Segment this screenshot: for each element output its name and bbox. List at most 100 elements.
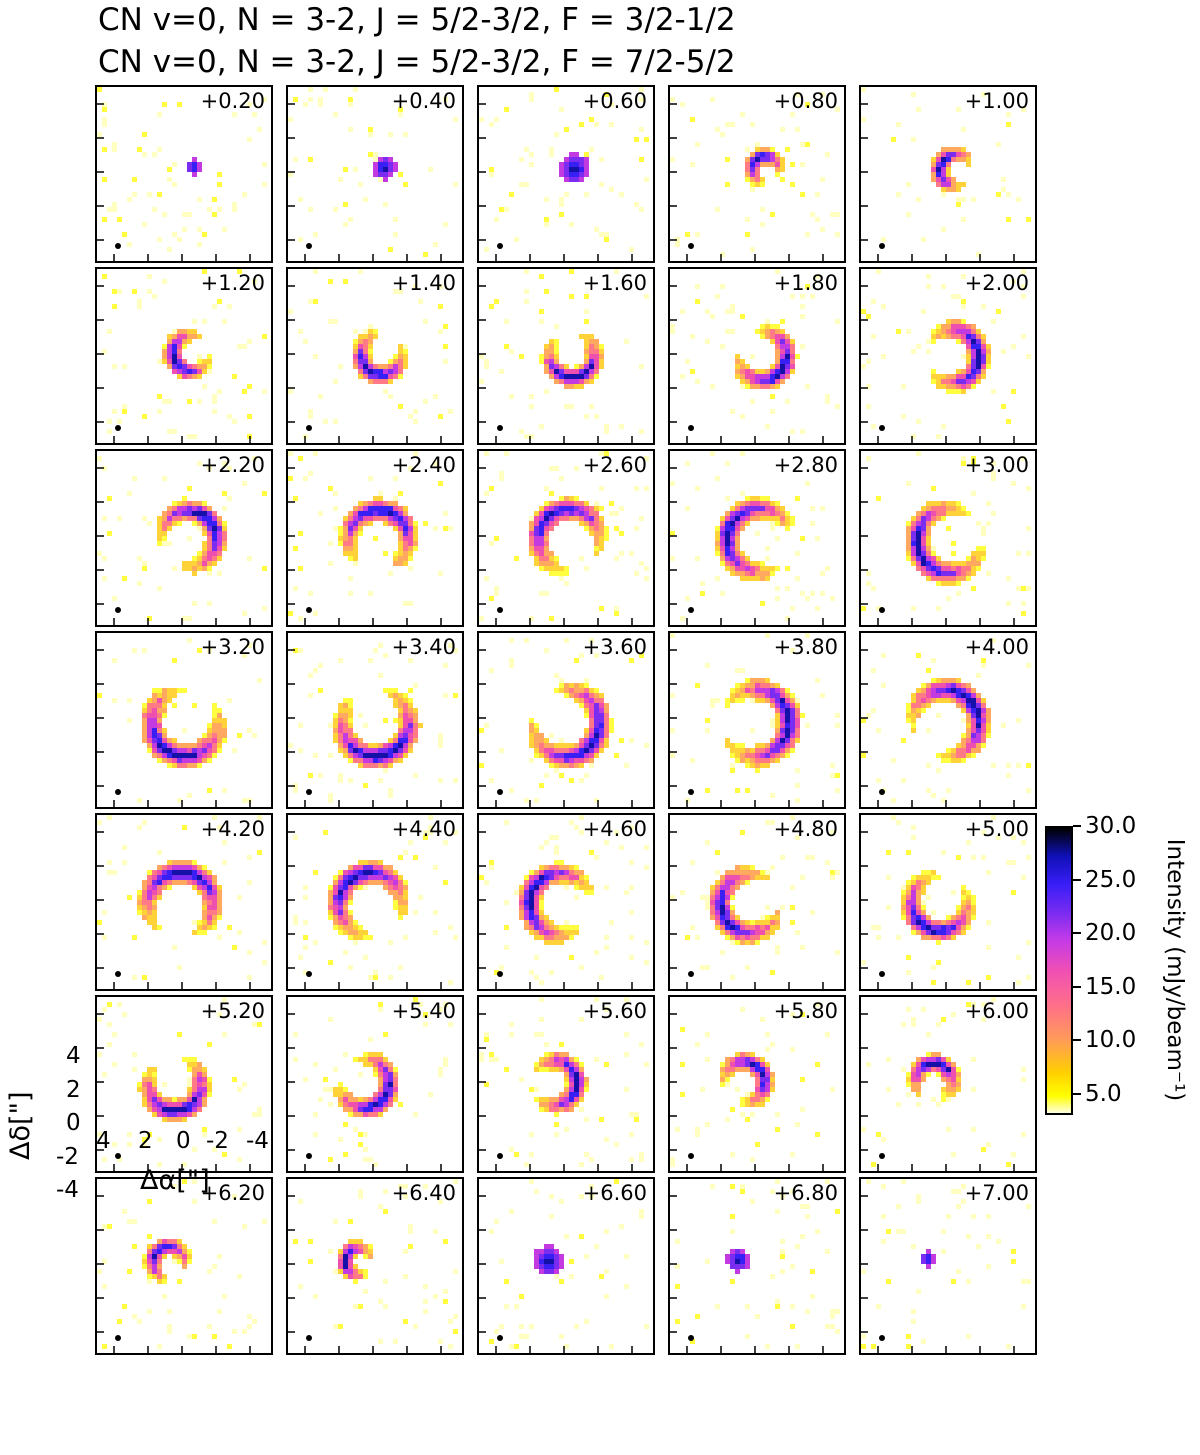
emission-pixel xyxy=(961,274,966,279)
emission-pixel xyxy=(202,885,207,890)
emission-pixel xyxy=(730,910,735,915)
emission-pixel xyxy=(755,167,760,172)
emission-pixel xyxy=(177,1102,182,1107)
emission-pixel xyxy=(966,364,971,369)
emission-pixel xyxy=(750,935,755,940)
emission-pixel xyxy=(338,703,343,708)
emission-pixel xyxy=(941,935,946,940)
emission-pixel xyxy=(112,596,117,601)
emission-pixel xyxy=(383,768,388,773)
emission-pixel xyxy=(916,521,921,526)
emission-pixel xyxy=(343,202,348,207)
emission-pixel xyxy=(710,900,715,905)
emission-pixel xyxy=(534,955,539,960)
emission-pixel xyxy=(122,404,127,409)
emission-pixel xyxy=(790,708,795,713)
emission-pixel xyxy=(167,516,172,521)
emission-pixel xyxy=(896,122,901,127)
emission-pixel xyxy=(986,364,991,369)
emission-pixel xyxy=(1006,763,1011,768)
emission-pixel xyxy=(619,551,624,556)
emission-pixel xyxy=(202,1097,207,1102)
emission-pixel xyxy=(172,182,177,187)
emission-pixel xyxy=(931,678,936,683)
emission-pixel xyxy=(378,1092,383,1097)
emission-pixel xyxy=(755,743,760,748)
emission-pixel xyxy=(574,763,579,768)
emission-pixel xyxy=(544,930,549,935)
emission-pixel xyxy=(403,753,408,758)
emission-pixel xyxy=(142,1102,147,1107)
emission-pixel xyxy=(529,541,534,546)
emission-pixel xyxy=(499,476,504,481)
emission-pixel xyxy=(237,1157,242,1162)
emission-pixel xyxy=(378,1067,383,1072)
emission-pixel xyxy=(383,748,388,753)
emission-pixel xyxy=(152,890,157,895)
emission-pixel xyxy=(132,1067,137,1072)
emission-pixel xyxy=(423,1299,428,1304)
emission-pixel xyxy=(966,359,971,364)
emission-pixel xyxy=(383,753,388,758)
emission-pixel xyxy=(981,531,986,536)
emission-pixel xyxy=(765,1082,770,1087)
emission-pixel xyxy=(172,860,177,865)
emission-pixel xyxy=(594,723,599,728)
emission-pixel xyxy=(700,965,705,970)
emission-pixel xyxy=(946,1072,951,1077)
emission-pixel xyxy=(348,708,353,713)
velocity-label: +4.00 xyxy=(964,635,1029,659)
emission-pixel xyxy=(614,1142,619,1147)
emission-pixel xyxy=(499,748,504,753)
emission-pixel xyxy=(132,289,137,294)
emission-pixel xyxy=(102,102,107,107)
emission-pixel xyxy=(348,1259,353,1264)
emission-pixel xyxy=(529,915,534,920)
emission-pixel xyxy=(644,456,649,461)
emission-pixel xyxy=(328,895,333,900)
emission-pixel xyxy=(192,1087,197,1092)
emission-pixel xyxy=(579,815,584,820)
emission-pixel xyxy=(765,1032,770,1037)
emission-pixel xyxy=(780,127,785,132)
emission-pixel xyxy=(182,334,187,339)
emission-pixel xyxy=(594,708,599,713)
emission-pixel xyxy=(398,354,403,359)
emission-pixel xyxy=(886,850,891,855)
emission-pixel xyxy=(710,895,715,900)
emission-pixel xyxy=(916,703,921,708)
emission-pixel xyxy=(529,910,534,915)
emission-pixel xyxy=(388,1082,393,1087)
emission-pixel xyxy=(247,728,252,733)
emission-pixel xyxy=(785,526,790,531)
emission-pixel xyxy=(132,177,137,182)
emission-pixel xyxy=(745,965,750,970)
emission-pixel xyxy=(348,576,353,581)
emission-pixel xyxy=(167,541,172,546)
emission-pixel xyxy=(951,1092,956,1097)
emission-pixel xyxy=(951,384,956,389)
emission-pixel xyxy=(293,1057,298,1062)
emission-pixel xyxy=(448,1022,453,1027)
emission-pixel xyxy=(564,930,569,935)
emission-pixel xyxy=(383,1107,388,1112)
emission-pixel xyxy=(222,506,227,511)
emission-pixel xyxy=(921,516,926,521)
emission-pixel xyxy=(780,364,785,369)
emission-pixel xyxy=(393,1077,398,1082)
emission-pixel xyxy=(242,1329,247,1334)
emission-pixel xyxy=(137,900,142,905)
emission-pixel xyxy=(750,379,755,384)
emission-pixel xyxy=(906,1072,911,1077)
emission-pixel xyxy=(690,369,695,374)
emission-pixel xyxy=(1021,611,1026,616)
emission-pixel xyxy=(167,698,172,703)
emission-pixel xyxy=(358,364,363,369)
emission-pixel xyxy=(946,561,951,566)
emission-pixel xyxy=(946,758,951,763)
emission-pixel xyxy=(986,723,991,728)
emission-pixel xyxy=(966,728,971,733)
emission-pixel xyxy=(775,339,780,344)
emission-pixel xyxy=(911,910,916,915)
emission-pixel xyxy=(881,1137,886,1142)
